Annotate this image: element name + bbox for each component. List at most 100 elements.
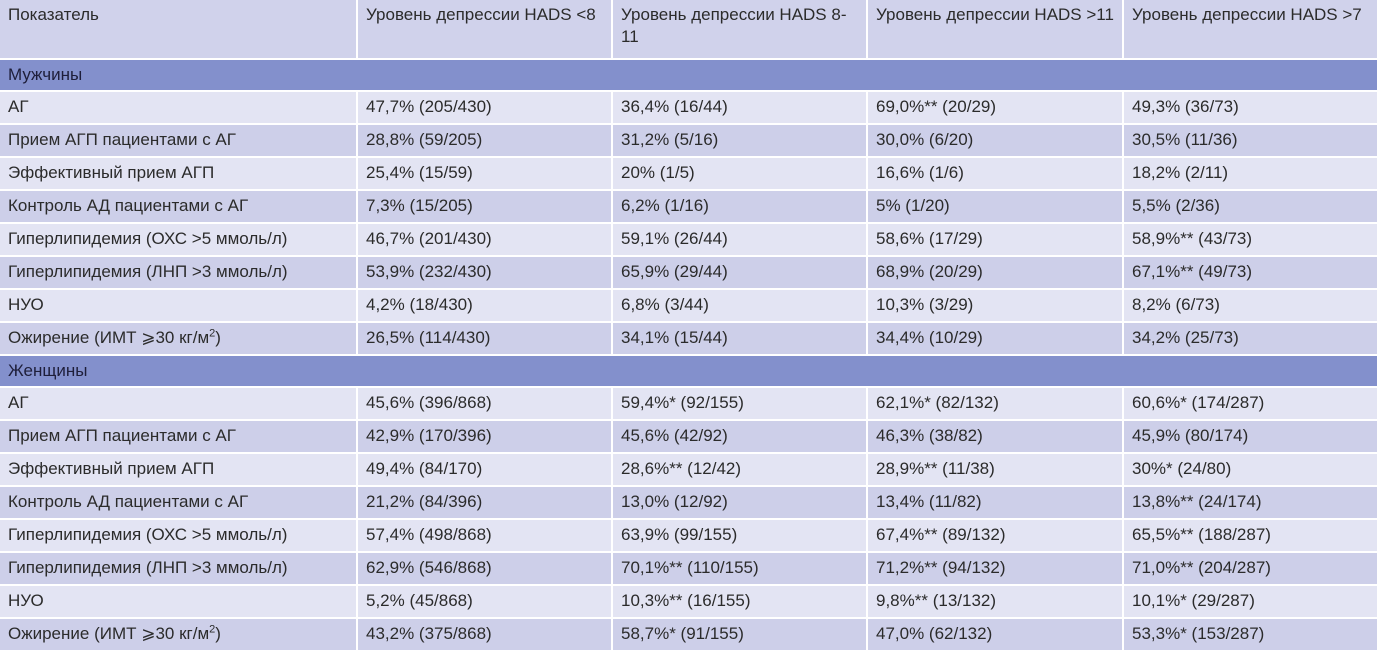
table-cell: 21,2% (84/396): [357, 486, 613, 520]
table-cell: 67,1%** (49/73): [1123, 256, 1377, 290]
table-cell: 5,2% (45/868): [357, 585, 613, 619]
row-label: Эффективный прием АГП: [0, 157, 358, 191]
table-cell: 46,3% (38/82): [867, 420, 1124, 454]
row-label-text: Ожирение (ИМТ ⩾30 кг/м: [8, 624, 210, 643]
row-label: Гиперлипидемия (ОХС >5 ммоль/л): [0, 223, 358, 257]
table-cell: 60,6%* (174/287): [1123, 387, 1377, 421]
table-row: Контроль АД пациентами с АГ 21,2% (84/39…: [0, 486, 1377, 520]
table-cell: 8,2% (6/73): [1123, 289, 1377, 323]
column-header-hads-above-11: Уровень депрессии HADS >11: [867, 0, 1124, 60]
table-cell: 6,2% (1/16): [612, 190, 868, 224]
table-row: Прием АГП пациентами с АГ 28,8% (59/205)…: [0, 124, 1377, 158]
row-label: Прием АГП пациентами с АГ: [0, 124, 358, 158]
table-row: НУО 5,2% (45/868) 10,3%** (16/155) 9,8%*…: [0, 585, 1377, 619]
column-header-hads-above-7: Уровень депрессии HADS >7: [1123, 0, 1377, 60]
table-cell: 65,9% (29/44): [612, 256, 868, 290]
row-label-text: Ожирение (ИМТ ⩾30 кг/м: [8, 328, 210, 347]
row-label: Прием АГП пациентами с АГ: [0, 420, 358, 454]
table-cell: 16,6% (1/6): [867, 157, 1124, 191]
table-row: Ожирение (ИМТ ⩾30 кг/м2) 26,5% (114/430)…: [0, 322, 1377, 356]
row-label: НУО: [0, 585, 358, 619]
table-cell: 58,6% (17/29): [867, 223, 1124, 257]
table-header-row: Показатель Уровень депрессии HADS <8 Уро…: [0, 0, 1377, 60]
table-cell: 7,3% (15/205): [357, 190, 613, 224]
table-cell: 31,2% (5/16): [612, 124, 868, 158]
table-row: НУО 4,2% (18/430) 6,8% (3/44) 10,3% (3/2…: [0, 289, 1377, 323]
table-cell: 10,3% (3/29): [867, 289, 1124, 323]
row-label: Контроль АД пациентами с АГ: [0, 486, 358, 520]
table-cell: 46,7% (201/430): [357, 223, 613, 257]
row-label: Гиперлипидемия (ЛНП >3 ммоль/л): [0, 256, 358, 290]
table-cell: 13,8%** (24/174): [1123, 486, 1377, 520]
table-row: Контроль АД пациентами с АГ 7,3% (15/205…: [0, 190, 1377, 224]
table-cell: 71,0%** (204/287): [1123, 552, 1377, 586]
table-cell: 65,5%** (188/287): [1123, 519, 1377, 553]
table-cell: 58,7%* (91/155): [612, 618, 868, 652]
table-row: Гиперлипидемия (ЛНП >3 ммоль/л) 53,9% (2…: [0, 256, 1377, 290]
table-cell: 30,0% (6/20): [867, 124, 1124, 158]
table-cell: 5,5% (2/36): [1123, 190, 1377, 224]
table-cell: 36,4% (16/44): [612, 91, 868, 125]
table-row: АГ 45,6% (396/868) 59,4%* (92/155) 62,1%…: [0, 387, 1377, 421]
table-cell: 71,2%** (94/132): [867, 552, 1124, 586]
row-label: Гиперлипидемия (ОХС >5 ммоль/л): [0, 519, 358, 553]
table-cell: 57,4% (498/868): [357, 519, 613, 553]
table-cell: 49,3% (36/73): [1123, 91, 1377, 125]
table-cell: 20% (1/5): [612, 157, 868, 191]
table-row: Гиперлипидемия (ОХС >5 ммоль/л) 46,7% (2…: [0, 223, 1377, 257]
table-cell: 28,8% (59/205): [357, 124, 613, 158]
table-cell: 34,4% (10/29): [867, 322, 1124, 356]
table-row: АГ 47,7% (205/430) 36,4% (16/44) 69,0%**…: [0, 91, 1377, 125]
row-label-suffix: ): [215, 624, 221, 643]
table-cell: 5% (1/20): [867, 190, 1124, 224]
row-label: Ожирение (ИМТ ⩾30 кг/м2): [0, 618, 358, 652]
table-cell: 47,0% (62/132): [867, 618, 1124, 652]
table-cell: 43,2% (375/868): [357, 618, 613, 652]
table-cell: 10,1%* (29/287): [1123, 585, 1377, 619]
table-cell: 4,2% (18/430): [357, 289, 613, 323]
table-row: Эффективный прием АГП 25,4% (15/59) 20% …: [0, 157, 1377, 191]
section-row-women: Женщины: [0, 355, 1377, 388]
section-row-men: Мужчины: [0, 59, 1377, 92]
table-cell: 45,9% (80/174): [1123, 420, 1377, 454]
table-cell: 10,3%** (16/155): [612, 585, 868, 619]
table-cell: 30%* (24/80): [1123, 453, 1377, 487]
table-cell: 53,3%* (153/287): [1123, 618, 1377, 652]
table-cell: 62,1%* (82/132): [867, 387, 1124, 421]
table-row: Гиперлипидемия (ЛНП >3 ммоль/л) 62,9% (5…: [0, 552, 1377, 586]
row-label: Контроль АД пациентами с АГ: [0, 190, 358, 224]
table-row: Эффективный прием АГП 49,4% (84/170) 28,…: [0, 453, 1377, 487]
section-title-men: Мужчины: [0, 59, 1377, 92]
table-cell: 28,9%** (11/38): [867, 453, 1124, 487]
row-label: Ожирение (ИМТ ⩾30 кг/м2): [0, 322, 358, 356]
table-cell: 49,4% (84/170): [357, 453, 613, 487]
table-cell: 62,9% (546/868): [357, 552, 613, 586]
table-cell: 34,2% (25/73): [1123, 322, 1377, 356]
table-row: Прием АГП пациентами с АГ 42,9% (170/396…: [0, 420, 1377, 454]
superscript-squared: 2: [209, 327, 216, 340]
table-cell: 25,4% (15/59): [357, 157, 613, 191]
table-cell: 59,4%* (92/155): [612, 387, 868, 421]
row-label: НУО: [0, 289, 358, 323]
table-cell: 45,6% (396/868): [357, 387, 613, 421]
table-row: Ожирение (ИМТ ⩾30 кг/м2) 43,2% (375/868)…: [0, 618, 1377, 652]
section-title-women: Женщины: [0, 355, 1377, 388]
table-cell: 28,6%** (12/42): [612, 453, 868, 487]
table-cell: 13,0% (12/92): [612, 486, 868, 520]
table-cell: 13,4% (11/82): [867, 486, 1124, 520]
table-cell: 63,9% (99/155): [612, 519, 868, 553]
row-label-suffix: ): [215, 328, 221, 347]
superscript-squared: 2: [209, 623, 216, 636]
table-cell: 69,0%** (20/29): [867, 91, 1124, 125]
table-cell: 58,9%** (43/73): [1123, 223, 1377, 257]
table-cell: 53,9% (232/430): [357, 256, 613, 290]
table-cell: 59,1% (26/44): [612, 223, 868, 257]
column-header-hads-below-8: Уровень депрессии HADS <8: [357, 0, 613, 60]
table-row: Гиперлипидемия (ОХС >5 ммоль/л) 57,4% (4…: [0, 519, 1377, 553]
table-cell: 47,7% (205/430): [357, 91, 613, 125]
row-label: АГ: [0, 91, 358, 125]
column-header-indicator: Показатель: [0, 0, 358, 60]
table-cell: 70,1%** (110/155): [612, 552, 868, 586]
table-cell: 9,8%** (13/132): [867, 585, 1124, 619]
